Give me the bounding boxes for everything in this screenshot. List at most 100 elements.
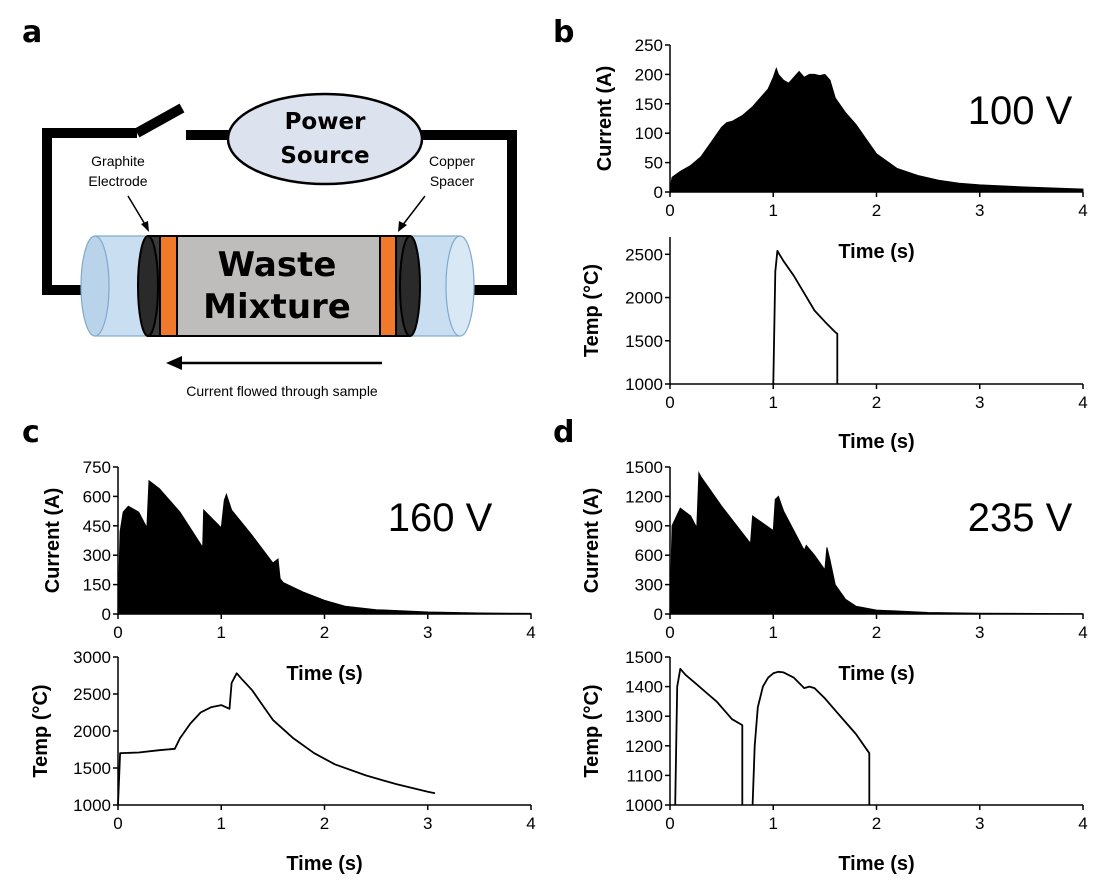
y-tick-label: 900 (635, 517, 663, 536)
y-axis-title: Temp (°C) (581, 264, 603, 357)
chart-c-current: 0 150 300 450 600 750 0 1 2 3 4 Time (s) Current (A)… (42, 458, 536, 685)
x-tick-label: 2 (320, 623, 329, 642)
x-tick-label: 1 (217, 623, 226, 642)
x-axis-title: Time (s) (838, 853, 914, 875)
y-tick-label: 1000 (73, 796, 111, 815)
power-source-label-line2: Source (280, 143, 369, 169)
x-tick-label: 1 (769, 201, 778, 220)
current-area (117, 479, 532, 615)
temp-line-1 (674, 667, 744, 806)
x-tick-label: 2 (872, 201, 881, 220)
y-tick-label: 100 (635, 124, 663, 143)
x-tick-label: 4 (526, 623, 535, 642)
x-tick-label: 3 (975, 201, 984, 220)
x-tick-label: 4 (1078, 814, 1087, 833)
x-tick-label: 4 (1078, 393, 1087, 412)
x-tick-label: 4 (1078, 623, 1087, 642)
graphite-electrode-left (137, 235, 163, 337)
y-tick-label: 2000 (625, 289, 663, 308)
waste-mixture-label-line1: Waste (218, 245, 337, 285)
y-tick-label: 1100 (626, 766, 663, 785)
chart-b-temp: 1000 1500 2000 2500 0 1 2 3 4 Time (s) Temp (°C) (581, 237, 1088, 453)
y-tick-label: 1200 (625, 487, 663, 506)
y-tick-label: 450 (83, 517, 111, 536)
x-tick-label: 0 (665, 393, 674, 412)
panel-letter-d: d (553, 415, 574, 450)
x-tick-label: 1 (769, 623, 778, 642)
y-tick-label: 0 (654, 183, 663, 202)
y-tick-label: 1000 (625, 796, 663, 815)
y-tick-label: 150 (83, 576, 111, 595)
y-tick-label: 300 (83, 546, 111, 565)
x-tick-label: 4 (1078, 201, 1087, 220)
y-tick-label: 2500 (73, 685, 111, 704)
x-tick-label: 0 (113, 814, 122, 833)
y-tick-label: 600 (635, 546, 663, 565)
current-area (669, 471, 1084, 615)
x-axis-title: Time (s) (838, 431, 914, 453)
copper-spacer-right (379, 235, 397, 337)
power-source (226, 92, 424, 186)
current-caption: Current flowed through sample (186, 383, 378, 399)
chart-d-temp: 1000 1100 1200 1300 1400 1500 0 1 2 3 4 Time (s) Tem… (581, 648, 1088, 875)
y-tick-label: 1000 (625, 375, 663, 394)
copper-pointer-arrow (398, 195, 426, 232)
temp-line-1 (117, 672, 436, 806)
y-axis-title: Temp (°C) (581, 684, 603, 777)
y-tick-label: 1300 (625, 707, 663, 726)
x-tick-label: 3 (975, 814, 984, 833)
y-tick-label: 300 (635, 576, 663, 595)
x-tick-label: 1 (769, 814, 778, 833)
temp-line-1 (772, 249, 839, 385)
current-area (669, 66, 1084, 193)
x-tick-label: 0 (665, 201, 674, 220)
y-tick-label: 3000 (73, 648, 111, 667)
y-tick-label: 1400 (625, 678, 663, 697)
y-tick-label: 250 (635, 36, 663, 55)
graphite-electrode-label-line1: Graphite (91, 153, 145, 169)
x-tick-label: 3 (423, 623, 432, 642)
power-source-label-line1: Power (285, 109, 367, 135)
x-tick-label: 0 (665, 814, 674, 833)
y-tick-label: 50 (644, 154, 663, 173)
temp-line-2 (751, 670, 871, 806)
voltage-label: 100 V (968, 89, 1073, 133)
x-tick-label: 2 (320, 814, 329, 833)
copper-spacer-label-line2: Spacer (430, 173, 475, 189)
panel-letter-b: b (553, 15, 574, 50)
x-tick-label: 0 (665, 623, 674, 642)
copper-spacer-left (159, 235, 178, 337)
voltage-label: 235 V (968, 496, 1073, 540)
y-tick-label: 0 (654, 605, 663, 624)
voltage-label: 160 V (388, 496, 493, 540)
x-tick-label: 4 (526, 814, 535, 833)
y-tick-label: 600 (83, 487, 111, 506)
y-tick-label: 1500 (625, 648, 663, 667)
y-tick-label: 0 (102, 605, 111, 624)
graphite-electrode-label-line2: Electrode (88, 173, 147, 189)
circuit-diagram: Power Source Waste Mixture Graphite Elec… (42, 92, 517, 399)
y-axis-title: Current (A) (42, 488, 64, 594)
y-axis-title: Current (A) (594, 66, 616, 172)
y-tick-label: 2000 (73, 722, 111, 741)
x-tick-label: 0 (113, 623, 122, 642)
y-tick-label: 1200 (625, 737, 663, 756)
graphite-electrode-right (395, 235, 421, 337)
y-tick-label: 2500 (625, 245, 663, 264)
y-tick-label: 1500 (625, 332, 663, 351)
y-axis-title: Temp (°C) (30, 684, 52, 777)
waste-mixture-label-line2: Mixture (203, 287, 351, 327)
x-tick-label: 3 (975, 623, 984, 642)
x-tick-label: 3 (423, 814, 432, 833)
y-tick-label: 200 (635, 65, 663, 84)
y-tick-label: 150 (635, 95, 663, 114)
copper-spacer-label-line1: Copper (429, 153, 475, 169)
y-tick-label: 750 (83, 458, 111, 477)
graphite-pointer-arrow (127, 195, 149, 232)
panel-letter-a: a (22, 15, 42, 50)
chart-c-temp: 1000 1500 2000 2500 3000 0 1 2 3 4 Time (s) Temp (°… (30, 648, 536, 875)
x-tick-label: 2 (872, 623, 881, 642)
x-tick-label: 2 (872, 393, 881, 412)
